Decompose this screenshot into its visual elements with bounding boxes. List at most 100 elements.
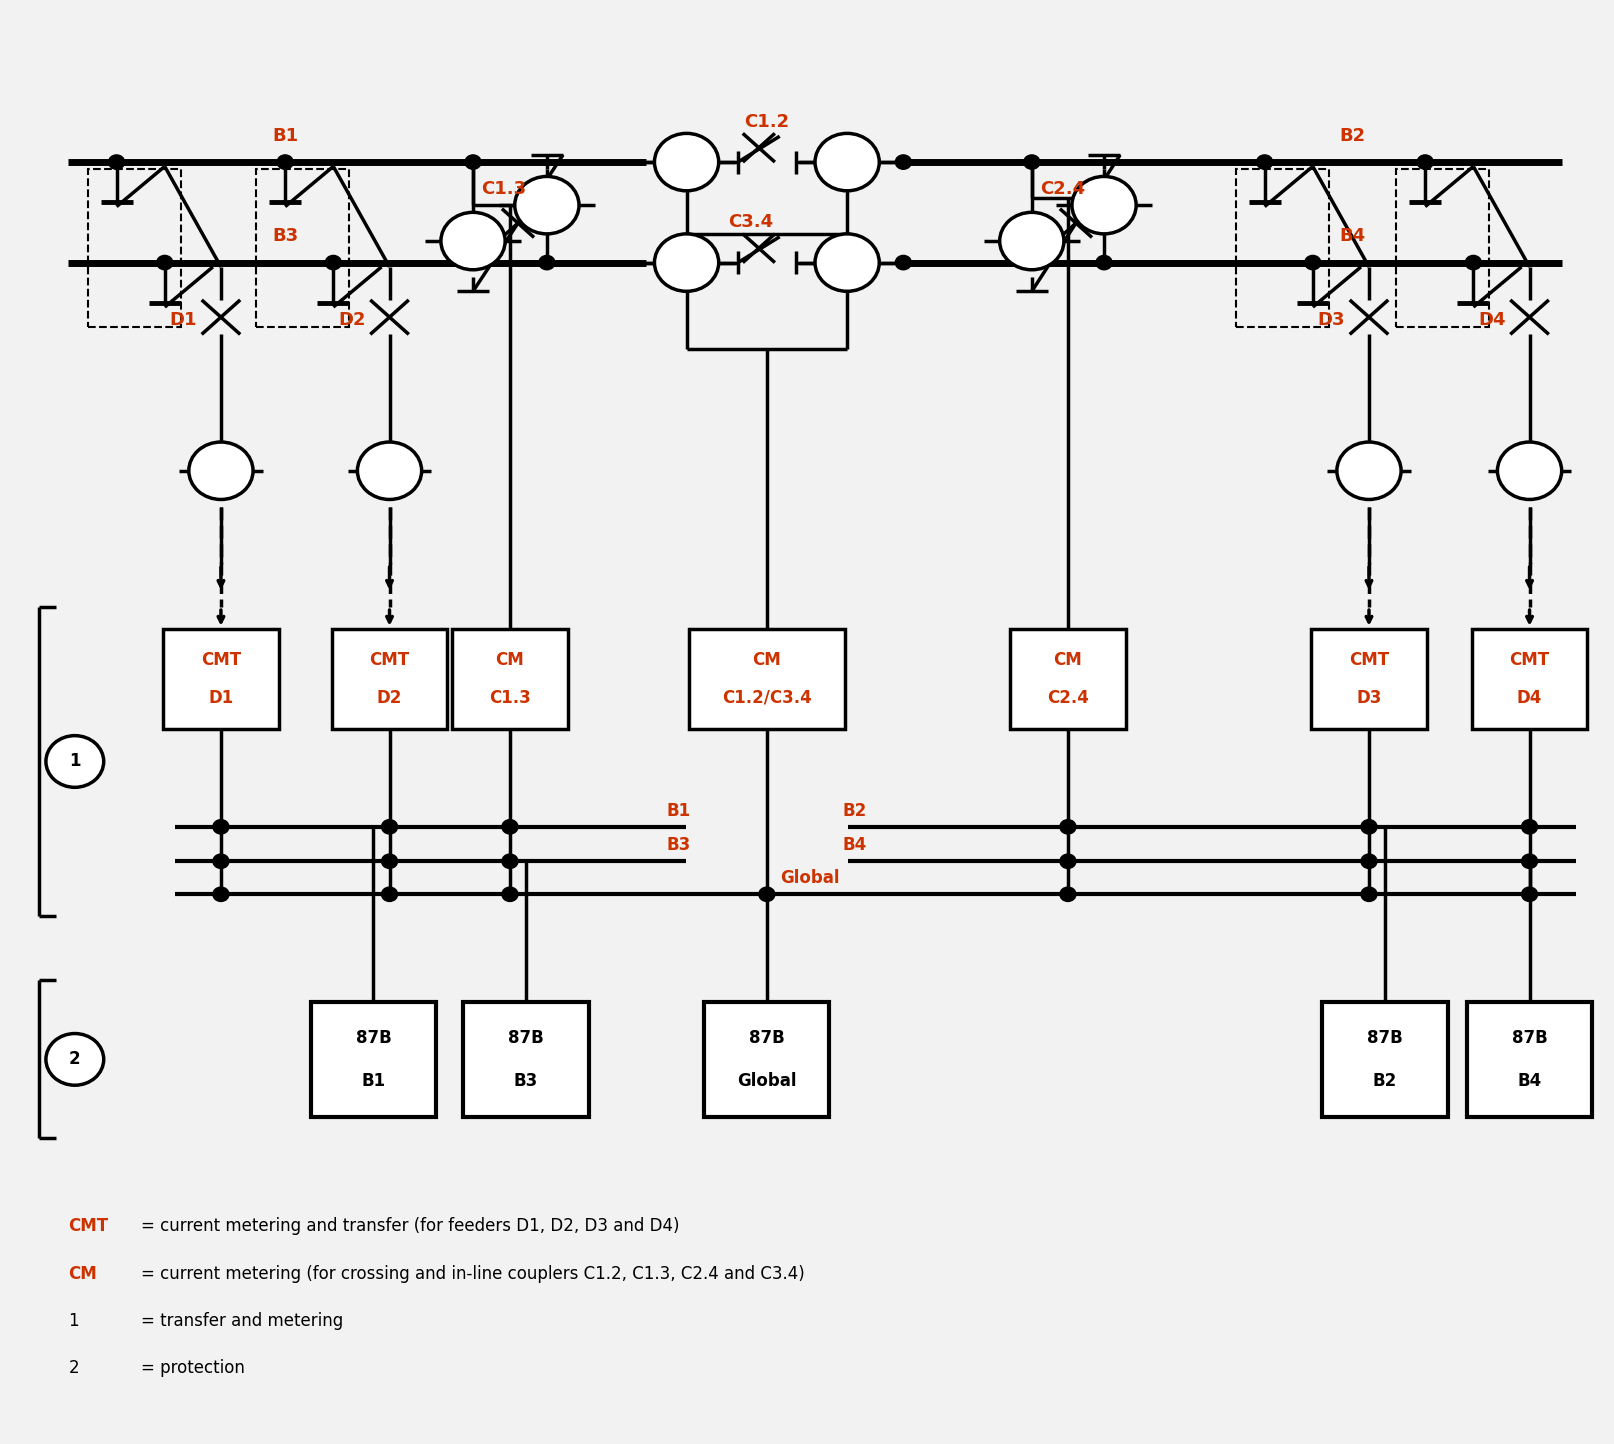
Text: D2: D2: [339, 310, 366, 329]
Bar: [704, 1002, 830, 1116]
Text: Global: Global: [780, 869, 839, 887]
Circle shape: [213, 853, 229, 868]
Text: Global: Global: [738, 1071, 797, 1090]
Text: D1: D1: [169, 310, 197, 329]
Circle shape: [999, 212, 1064, 270]
Circle shape: [815, 133, 880, 191]
Circle shape: [1072, 176, 1136, 234]
Text: CM: CM: [68, 1265, 97, 1282]
Circle shape: [465, 155, 481, 169]
Circle shape: [357, 442, 421, 500]
Circle shape: [1522, 853, 1538, 868]
Circle shape: [1060, 887, 1077, 901]
Text: B1: B1: [362, 1071, 386, 1090]
Text: 1: 1: [68, 1313, 79, 1330]
Text: CMT: CMT: [370, 651, 410, 669]
Text: D3: D3: [1356, 689, 1382, 706]
Text: 87B: 87B: [1367, 1028, 1403, 1047]
Bar: [1236, 169, 1328, 328]
Bar: [689, 628, 844, 729]
Text: C1.2: C1.2: [744, 113, 789, 130]
Circle shape: [896, 155, 912, 169]
Circle shape: [45, 1034, 103, 1086]
Text: D4: D4: [1478, 310, 1506, 329]
Text: B4: B4: [843, 836, 867, 853]
Text: = protection: = protection: [140, 1359, 245, 1378]
Circle shape: [502, 853, 518, 868]
Bar: [1467, 1002, 1591, 1116]
Text: B2: B2: [843, 801, 867, 820]
Text: 2: 2: [68, 1359, 79, 1378]
Text: C1.3: C1.3: [481, 180, 526, 198]
Circle shape: [213, 820, 229, 835]
Text: D4: D4: [1517, 689, 1543, 706]
Circle shape: [1498, 442, 1562, 500]
Text: 87B: 87B: [355, 1028, 391, 1047]
Text: B4: B4: [1517, 1071, 1541, 1090]
Circle shape: [45, 735, 103, 787]
Text: CMT: CMT: [68, 1217, 108, 1235]
Text: CM: CM: [1054, 651, 1083, 669]
Circle shape: [326, 256, 341, 270]
Circle shape: [1522, 887, 1538, 901]
Text: CM: CM: [495, 651, 525, 669]
Bar: [312, 1002, 436, 1116]
Circle shape: [896, 256, 912, 270]
Text: B2: B2: [1340, 127, 1365, 144]
Circle shape: [654, 133, 718, 191]
Text: C1.2/C3.4: C1.2/C3.4: [721, 689, 812, 706]
Bar: [1396, 169, 1490, 328]
Text: B4: B4: [1340, 227, 1365, 245]
Circle shape: [108, 155, 124, 169]
Circle shape: [539, 256, 555, 270]
Text: = transfer and metering: = transfer and metering: [140, 1313, 342, 1330]
Circle shape: [1060, 820, 1077, 835]
Circle shape: [1304, 256, 1320, 270]
Bar: [463, 1002, 589, 1116]
Circle shape: [189, 442, 253, 500]
Text: B3: B3: [513, 1071, 537, 1090]
Text: CMT: CMT: [1349, 651, 1390, 669]
Text: D2: D2: [376, 689, 402, 706]
Circle shape: [502, 820, 518, 835]
Bar: [87, 169, 181, 328]
Circle shape: [213, 887, 229, 901]
Circle shape: [1361, 820, 1377, 835]
Text: CMT: CMT: [200, 651, 240, 669]
Bar: [257, 169, 349, 328]
Bar: [1010, 628, 1125, 729]
Circle shape: [1096, 256, 1112, 270]
Circle shape: [1466, 256, 1482, 270]
Circle shape: [515, 176, 579, 234]
Circle shape: [1522, 820, 1538, 835]
Text: 87B: 87B: [1512, 1028, 1548, 1047]
Text: B3: B3: [667, 836, 691, 853]
Bar: [1311, 628, 1427, 729]
Circle shape: [1417, 155, 1433, 169]
Circle shape: [1060, 853, 1077, 868]
Bar: [1322, 1002, 1448, 1116]
Circle shape: [759, 887, 775, 901]
Text: = current metering and transfer (for feeders D1, D2, D3 and D4): = current metering and transfer (for fee…: [140, 1217, 679, 1235]
Bar: [1472, 628, 1587, 729]
Text: C2.4: C2.4: [1039, 180, 1085, 198]
Circle shape: [1257, 155, 1273, 169]
Text: C2.4: C2.4: [1047, 689, 1089, 706]
Text: B1: B1: [273, 127, 299, 144]
Text: 87B: 87B: [508, 1028, 544, 1047]
Text: D3: D3: [1317, 310, 1344, 329]
Circle shape: [1023, 155, 1039, 169]
Text: B2: B2: [1374, 1071, 1398, 1090]
Circle shape: [278, 155, 294, 169]
Circle shape: [381, 853, 397, 868]
Text: C3.4: C3.4: [728, 214, 773, 231]
Text: 1: 1: [69, 752, 81, 771]
Circle shape: [502, 887, 518, 901]
Bar: [452, 628, 568, 729]
Circle shape: [441, 212, 505, 270]
Circle shape: [654, 234, 718, 292]
Circle shape: [1336, 442, 1401, 500]
Circle shape: [157, 256, 173, 270]
Text: 2: 2: [69, 1050, 81, 1069]
Circle shape: [381, 820, 397, 835]
